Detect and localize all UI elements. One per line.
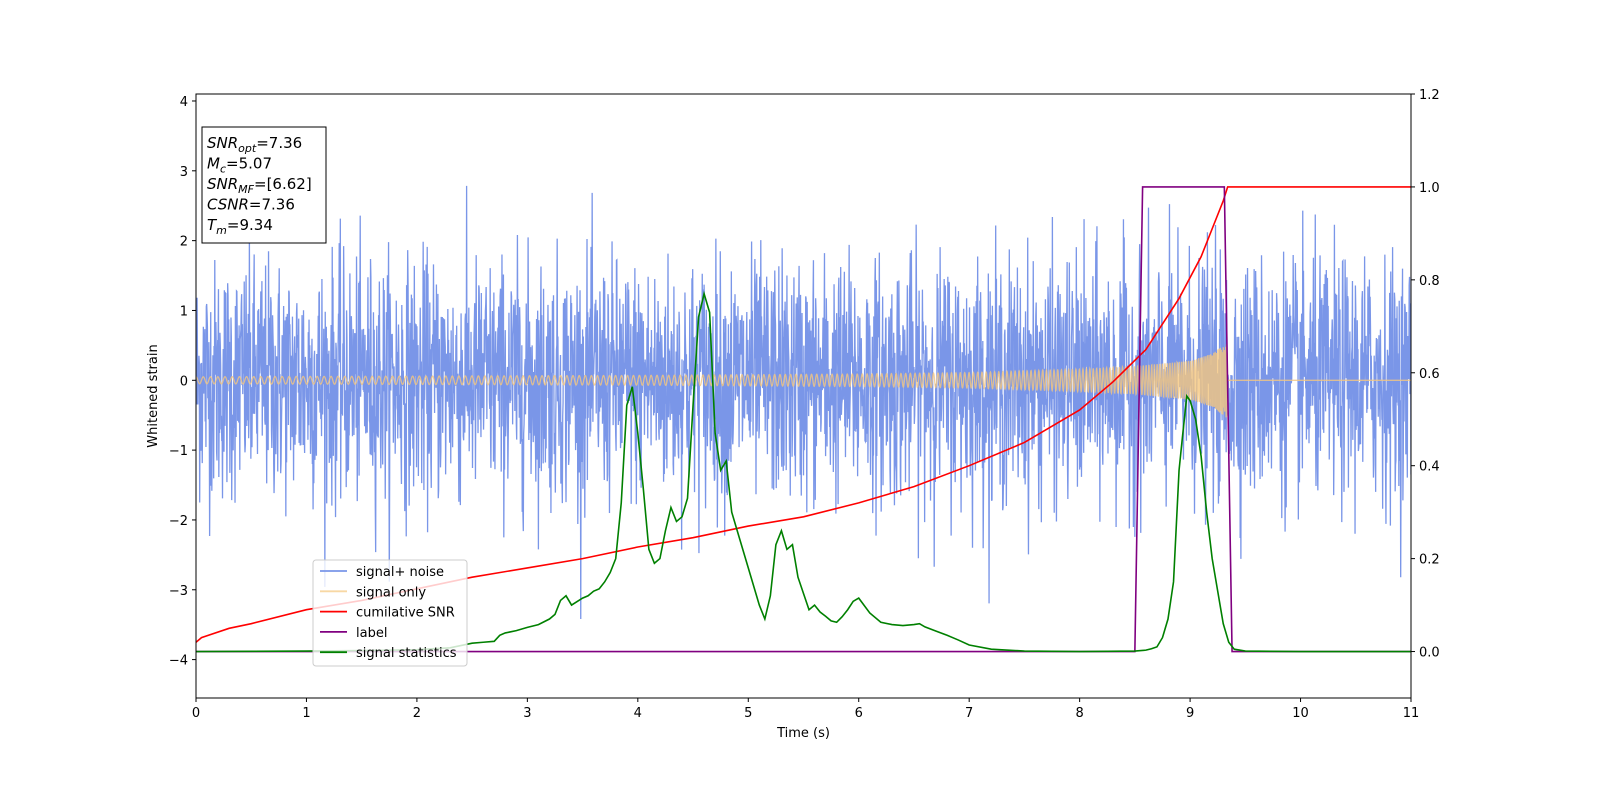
x-tick-label: 6: [855, 706, 863, 721]
x-tick-label: 8: [1075, 706, 1083, 721]
info-value: =5.07: [226, 155, 272, 173]
info-subscript: opt: [238, 142, 257, 155]
legend-label: cumilative SNR: [356, 606, 455, 621]
x-tick-label: 7: [965, 706, 973, 721]
legend-item-signal-only: signal only: [320, 585, 426, 600]
x-tick-label: 5: [744, 706, 752, 721]
x-tick-label: 2: [413, 706, 421, 721]
y2-tick-label: 1.0: [1419, 181, 1440, 196]
legend: signal+ noise signal only cumilative SNR la…: [312, 559, 468, 667]
legend-frame: [312, 559, 468, 667]
x-tick-label: 3: [523, 706, 531, 721]
y-tick-label: 3: [180, 165, 188, 180]
x-axis-label: Time (s): [776, 726, 830, 741]
info-line: Tm=9.34: [207, 216, 273, 237]
y-tick-label: 2: [180, 235, 188, 250]
y-tick-label: 4: [180, 95, 188, 110]
y2-tick-label: 1.2: [1419, 88, 1440, 103]
info-symbol: CSNR: [207, 196, 249, 214]
y-axis-right: 0.0 0.2 0.4 0.6 0.8 1.0 1.2: [1411, 88, 1440, 661]
info-symbol: SNR: [207, 175, 238, 193]
info-line: SNRMF=[6.62]: [207, 175, 312, 196]
x-tick-label: 1: [302, 706, 310, 721]
series-line-signal-only: [196, 344, 1411, 418]
y-tick-label: −2: [169, 514, 188, 529]
info-line: SNRopt=7.36: [207, 134, 302, 155]
info-box: SNRopt=7.36Mc=5.07SNRMF=[6.62]CSNR=7.36T…: [201, 126, 327, 244]
y-axis-label: Whitened strain: [146, 344, 161, 447]
y2-tick-label: 0.6: [1419, 367, 1440, 382]
info-symbol: T: [207, 216, 218, 234]
y2-tick-label: 0.2: [1419, 553, 1440, 568]
legend-item-label: label: [320, 626, 387, 641]
plot-frame: [195, 93, 1412, 699]
y2-tick-label: 0.8: [1419, 274, 1440, 289]
legend-item-signal-plus-noise: signal+ noise: [320, 565, 444, 580]
info-line: Mc=5.07: [207, 155, 272, 176]
info-subscript: MF: [238, 183, 254, 196]
x-tick-label: 0: [192, 706, 200, 721]
y-tick-label: −3: [169, 584, 188, 599]
info-line: CSNR=7.36: [207, 196, 295, 214]
series-line-signal-statistics: [196, 290, 1411, 653]
legend-item-signal-statistics: signal statistics: [320, 646, 457, 661]
info-value: =7.36: [256, 134, 302, 152]
info-value: =[6.62]: [254, 175, 312, 193]
x-tick-label: 9: [1186, 706, 1194, 721]
legend-item-cumulative-snr: cumilative SNR: [320, 606, 455, 621]
y2-tick-label: 0.0: [1419, 646, 1440, 661]
info-box-frame: [201, 126, 327, 244]
x-axis: 0 1 2 3 4 5 6 7 8 9 10 11: [192, 698, 1419, 721]
legend-label: signal statistics: [356, 646, 457, 661]
y-tick-label: −1: [169, 444, 188, 459]
x-tick-label: 4: [634, 706, 642, 721]
legend-label: signal+ noise: [356, 565, 444, 580]
legend-label: signal only: [356, 585, 426, 600]
info-subscript: m: [216, 224, 227, 237]
info-symbol: M: [207, 155, 220, 173]
series-line-signal-plus-noise: [196, 185, 1411, 619]
info-value: =9.34: [227, 216, 273, 234]
y-axis-left: −4 −3 −2 −1 0 1 2 3 4: [169, 95, 196, 669]
legend-label: label: [356, 626, 387, 641]
info-value: =7.36: [249, 196, 295, 214]
x-tick-label: 10: [1292, 706, 1309, 721]
x-tick-label: 11: [1403, 706, 1420, 721]
y-tick-label: 1: [180, 304, 188, 319]
y-tick-label: 0: [180, 374, 188, 389]
info-symbol: SNR: [207, 134, 238, 152]
info-subscript: c: [220, 163, 226, 176]
y-tick-label: −4: [169, 654, 188, 669]
y2-tick-label: 0.4: [1419, 460, 1440, 475]
